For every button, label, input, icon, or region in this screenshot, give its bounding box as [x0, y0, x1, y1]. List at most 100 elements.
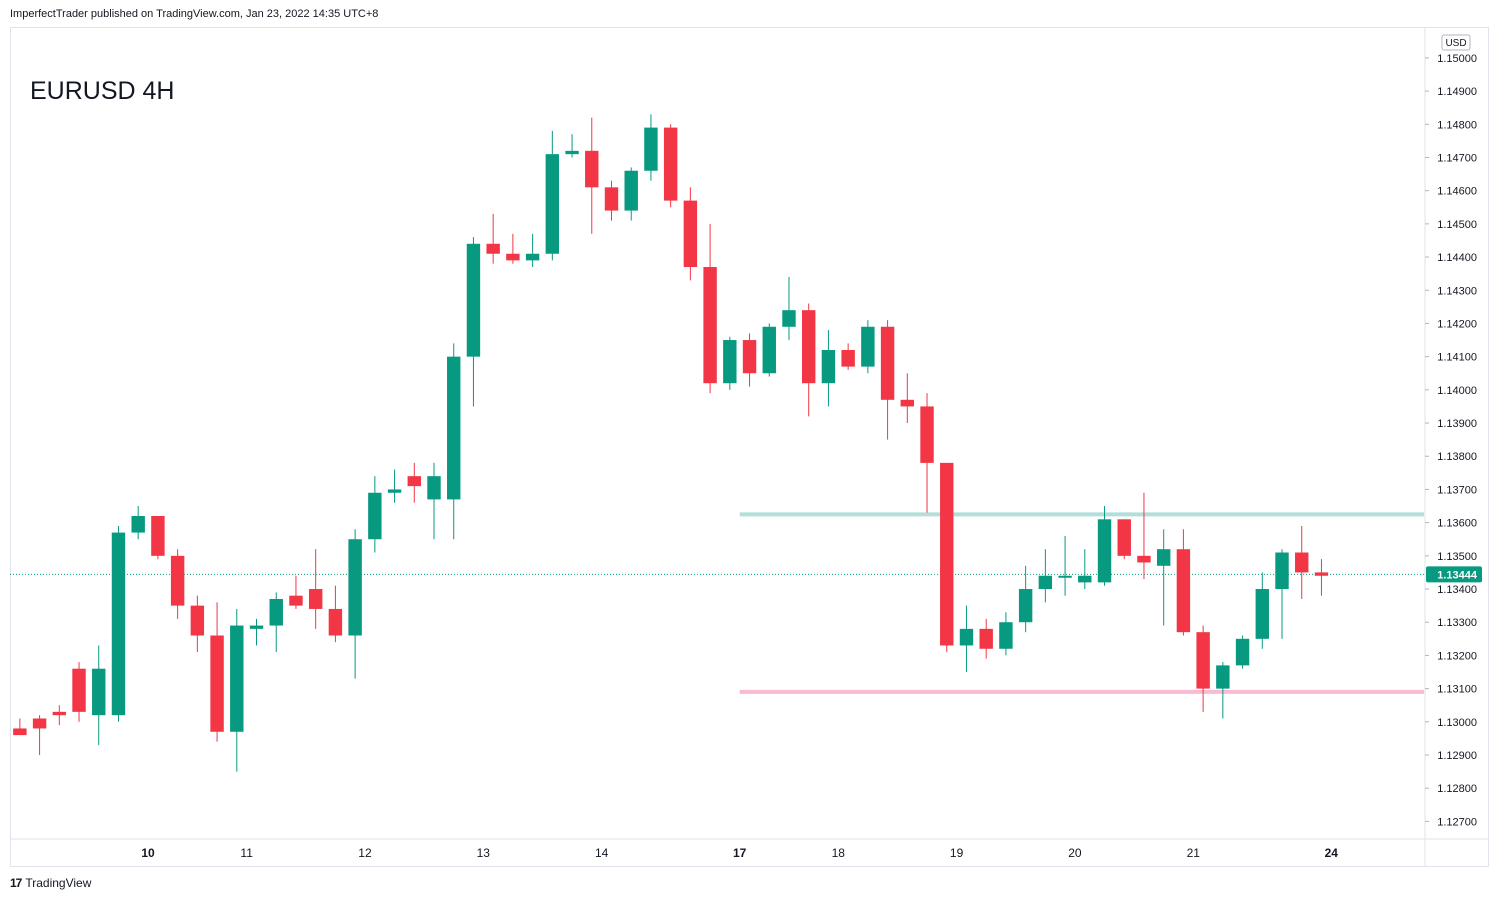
candle[interactable]: [762, 323, 776, 377]
price-tick-label: 1.14800: [1437, 119, 1477, 131]
candle[interactable]: [131, 506, 145, 540]
time-tick-label: 18: [832, 846, 846, 860]
candle[interactable]: [1018, 565, 1033, 633]
candle[interactable]: [723, 336, 737, 390]
time-tick-label: 12: [358, 846, 372, 860]
candle[interactable]: [269, 592, 283, 653]
candle[interactable]: [920, 393, 934, 513]
currency-badge[interactable]: USD: [1441, 34, 1471, 51]
candle[interactable]: [1137, 492, 1151, 580]
candles-layer: [13, 114, 1329, 772]
candle-body: [742, 340, 757, 374]
candle[interactable]: [841, 343, 855, 370]
candle-body: [1097, 519, 1112, 583]
candle[interactable]: [72, 662, 86, 722]
candle[interactable]: [92, 645, 106, 746]
candle[interactable]: [328, 585, 343, 643]
candle[interactable]: [506, 233, 520, 264]
candle[interactable]: [407, 462, 421, 503]
candle-body: [131, 515, 145, 533]
candle[interactable]: [1038, 549, 1053, 603]
candle[interactable]: [959, 605, 974, 673]
candle[interactable]: [900, 373, 915, 424]
candle[interactable]: [427, 462, 441, 540]
candle[interactable]: [1216, 662, 1230, 719]
candle[interactable]: [1117, 519, 1131, 560]
candle[interactable]: [230, 608, 244, 772]
candle[interactable]: [151, 515, 165, 560]
candle[interactable]: [861, 320, 875, 374]
candle[interactable]: [683, 187, 698, 281]
candle[interactable]: [604, 180, 619, 221]
candle[interactable]: [1097, 506, 1112, 586]
candle[interactable]: [289, 575, 303, 609]
candle-body: [723, 340, 737, 384]
candle[interactable]: [703, 223, 717, 394]
candle[interactable]: [880, 320, 895, 440]
last-price-label: 1.13444: [1437, 569, 1478, 581]
candle[interactable]: [486, 213, 500, 264]
candle-body: [979, 628, 993, 649]
candle-body: [565, 150, 579, 155]
time-tick-label: 24: [1325, 846, 1339, 860]
candle[interactable]: [525, 233, 540, 268]
price-axis[interactable]: 1.12700 1.12800 1.12900 1.13000 1.13100 1.132…: [1425, 53, 1477, 829]
price-tick-label: 1.13000: [1437, 717, 1477, 729]
candle[interactable]: [368, 476, 382, 553]
candle[interactable]: [466, 237, 481, 407]
candle[interactable]: [32, 715, 47, 756]
last-price-badge: [1426, 566, 1482, 583]
candle[interactable]: [1295, 525, 1309, 599]
candle[interactable]: [1235, 635, 1250, 669]
candle-body: [841, 350, 855, 367]
candle-body: [1078, 575, 1092, 583]
candle[interactable]: [801, 303, 816, 417]
candle[interactable]: [585, 117, 599, 234]
candle[interactable]: [1255, 572, 1269, 649]
candle[interactable]: [111, 525, 126, 722]
candle[interactable]: [545, 130, 560, 261]
candle[interactable]: [1196, 625, 1210, 712]
candle[interactable]: [742, 333, 757, 387]
candle[interactable]: [387, 469, 402, 503]
last-price-marker: 1.13444: [1426, 566, 1482, 583]
candle-body: [190, 605, 205, 636]
candle[interactable]: [940, 462, 954, 653]
candle[interactable]: [782, 276, 796, 341]
candle[interactable]: [1314, 559, 1329, 596]
candle-body: [13, 728, 27, 736]
candle[interactable]: [979, 618, 993, 659]
candle[interactable]: [565, 134, 579, 158]
candle[interactable]: [999, 612, 1013, 656]
candle[interactable]: [1156, 529, 1171, 626]
price-tick-label: 1.14000: [1437, 385, 1477, 397]
candle[interactable]: [170, 549, 185, 619]
candle[interactable]: [348, 529, 362, 679]
candle[interactable]: [1275, 549, 1289, 639]
candle[interactable]: [821, 330, 836, 407]
candle[interactable]: [624, 167, 638, 221]
candle-body: [348, 539, 362, 636]
candle[interactable]: [190, 595, 205, 653]
candle[interactable]: [447, 343, 461, 540]
candle-body: [1137, 555, 1151, 563]
candle-body: [525, 253, 540, 261]
price-tick-label: 1.14900: [1437, 86, 1477, 98]
time-axis[interactable]: 10 11 12 13 14 17 18 19 20 21 24: [141, 846, 1338, 860]
candle[interactable]: [308, 549, 323, 629]
levels-layer: [10, 512, 1424, 694]
candle[interactable]: [249, 618, 264, 646]
candle[interactable]: [1058, 535, 1072, 596]
candle[interactable]: [663, 124, 678, 208]
footer-brand[interactable]: TradingView: [25, 876, 92, 890]
candle[interactable]: [52, 705, 67, 726]
candle[interactable]: [13, 718, 27, 736]
candle[interactable]: [1078, 549, 1092, 590]
candle[interactable]: [210, 602, 224, 742]
candle[interactable]: [644, 114, 658, 181]
price-tick-label: 1.14100: [1437, 352, 1477, 364]
candle[interactable]: [1176, 529, 1191, 636]
candle-body: [1314, 572, 1329, 576]
tradingview-logo-icon[interactable]: 17: [10, 876, 22, 890]
